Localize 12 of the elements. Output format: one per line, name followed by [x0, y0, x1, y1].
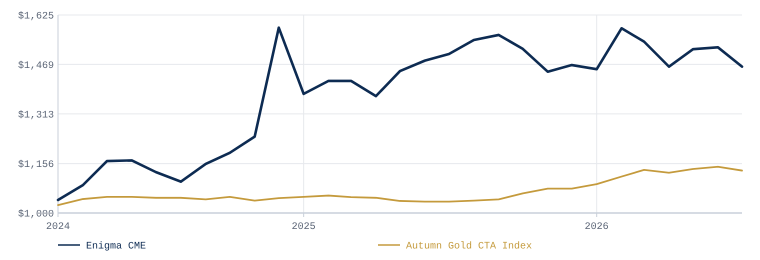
legend-label: Autumn Gold CTA Index [406, 240, 532, 252]
y-tick-label: $1,469 [18, 60, 54, 72]
line-series [56, 26, 744, 202]
y-tick-label: $1,000 [18, 208, 54, 220]
y-tick-label: $1,313 [18, 109, 54, 122]
y-tick-label: $1,156 [18, 159, 54, 172]
x-tick-label: 2026 [584, 222, 609, 233]
line-series [57, 166, 743, 206]
x-tick-label: 2024 [46, 222, 70, 233]
y-tick-label: $1,625 [18, 10, 54, 22]
x-tick-label: 2025 [292, 222, 316, 233]
legend-label: Enigma CME [86, 240, 146, 252]
